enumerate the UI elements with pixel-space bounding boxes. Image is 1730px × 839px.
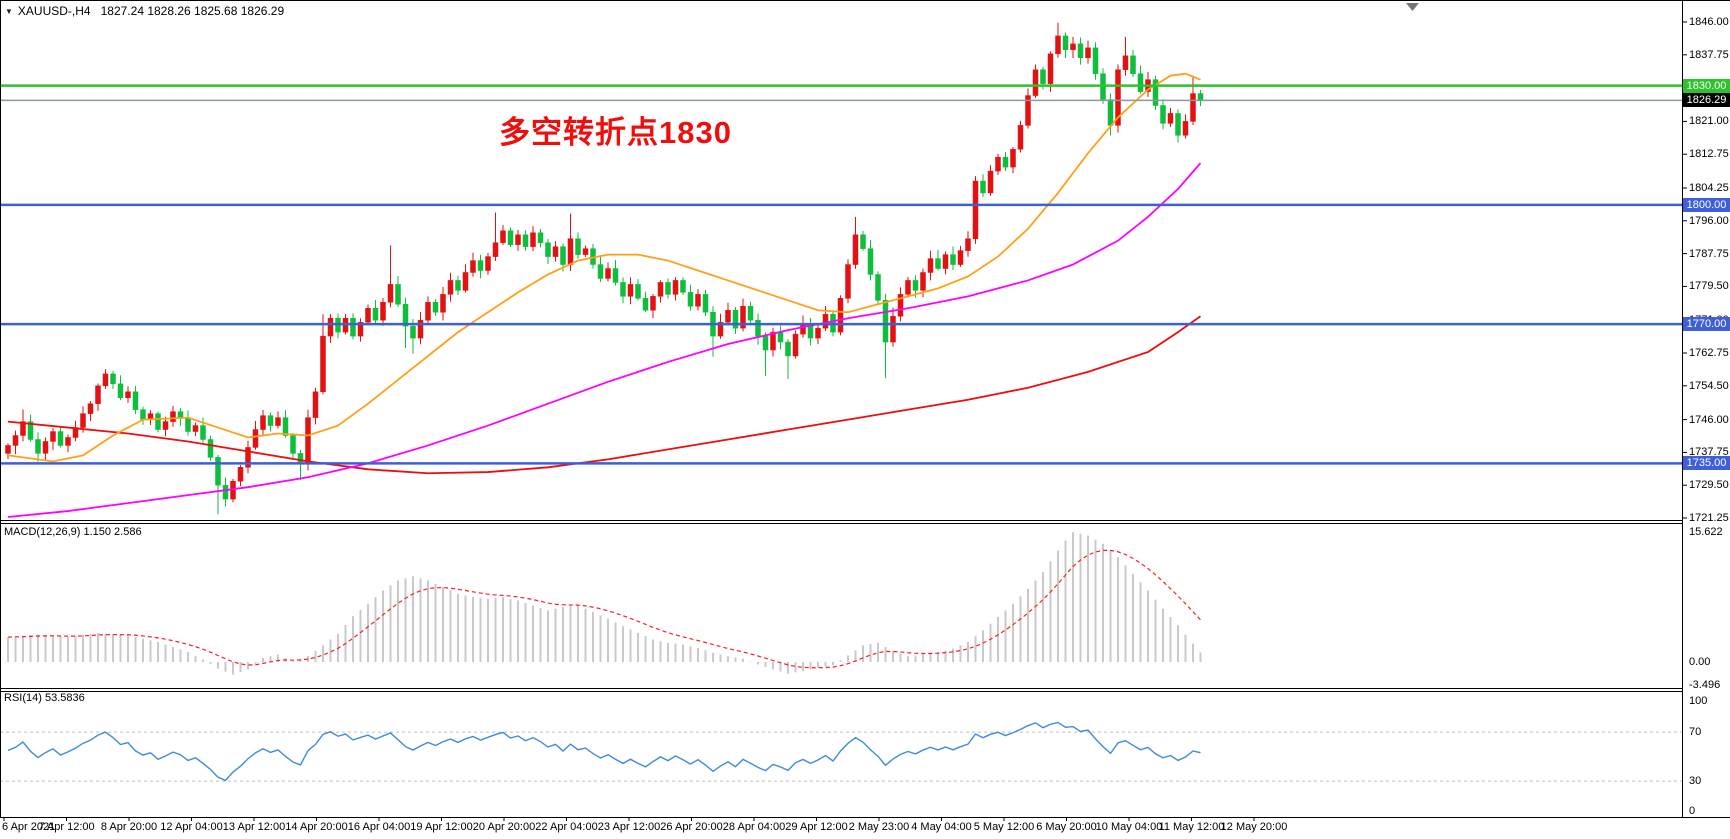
- price-axis-label: 1779.50: [1689, 280, 1729, 293]
- chart-shift-marker: [1406, 3, 1419, 11]
- price-line-badge: 1770.00: [1683, 317, 1730, 332]
- annotation-text: 多空转折点1830: [499, 115, 732, 150]
- price-axis-label: 1821.00: [1689, 115, 1729, 128]
- time-axis-label: 8 Apr 20:00: [100, 821, 158, 833]
- time-axis-label: 6 Apr 2021: [2, 821, 56, 833]
- price-axis-label: 1837.75: [1689, 48, 1729, 61]
- chart-title: ▼ XAUUSD-,H4 1827.24 1828.26 1825.68 1826.…: [5, 4, 284, 18]
- price-axis-label: 1729.50: [1689, 479, 1729, 492]
- price-line-badge: 1830.00: [1683, 78, 1730, 93]
- price-axis-label: 1721.25: [1689, 512, 1729, 524]
- symbol-dropdown-icon[interactable]: ▼: [5, 7, 13, 16]
- rsi-scale-label: 30: [1689, 775, 1702, 787]
- time-axis-label: 20 Apr 20:00: [472, 821, 536, 833]
- time-axis-label: 19 Apr 12:00: [410, 821, 473, 833]
- time-axis-label: 22 Apr 04:00: [535, 821, 598, 833]
- macd-indicator-label: MACD(12,26,9) 1.150 2.586: [4, 526, 142, 538]
- panel-borders: [0, 0, 1730, 818]
- price-axis-label: 1737.75: [1689, 446, 1729, 459]
- current-price-badge: 1826.29: [1683, 93, 1730, 108]
- price-axis-label: 1846.00: [1689, 16, 1729, 28]
- time-axis-label: 2 May 23:00: [848, 821, 910, 833]
- ma-slow-line: [7, 315, 1202, 475]
- price-axis-label: 1746.00: [1689, 413, 1729, 426]
- rsi-scale-label: 70: [1689, 726, 1702, 738]
- macd-scale-label: -3.496: [1689, 679, 1721, 691]
- price-axis-label: 1812.75: [1689, 148, 1729, 161]
- price-line-badge: 1735.00: [1683, 456, 1730, 471]
- time-axis-label: 23 Apr 12:00: [597, 821, 661, 833]
- candles[interactable]: [5, 22, 1204, 515]
- price-axis-label: 1804.25: [1689, 181, 1729, 194]
- time-axis-label: 12 Apr 04:00: [160, 821, 223, 833]
- time-axis-label: 11 May 12:00: [1158, 821, 1225, 833]
- time-axis-label: 29 Apr 12:00: [785, 821, 848, 833]
- time-axis-label: 6 May 20:00: [1036, 821, 1097, 833]
- macd-scale-label: 0.00: [1689, 656, 1711, 668]
- price-axis-label: 1754.50: [1689, 379, 1729, 392]
- macd-scale-label: 15.622: [1689, 526, 1723, 538]
- time-axis-label: 28 Apr 04:00: [722, 821, 786, 833]
- time-axis-label: 26 Apr 20:00: [660, 821, 723, 833]
- time-ticks: [3, 817, 1255, 821]
- support-resistance-lines: [0, 84, 1682, 465]
- time-axis-label: 5 May 12:00: [973, 821, 1035, 833]
- rsi-level-lines: [0, 731, 1682, 782]
- rsi-scale-label: 0: [1689, 805, 1696, 817]
- time-axis-label: 7 Apr 12:00: [38, 821, 95, 833]
- ma-fast-line: [7, 72, 1201, 463]
- symbol-timeframe: XAUUSD-,H4: [17, 4, 91, 18]
- time-axis-label: 12 May 20:00: [1220, 821, 1288, 833]
- time-axis-label: 4 May 04:00: [911, 821, 972, 833]
- time-axis-label: 16 Apr 04:00: [347, 821, 411, 833]
- ma-mid-line: [7, 162, 1202, 518]
- macd-signal-line: [7, 549, 1201, 669]
- time-axis-label: 10 May 04:00: [1095, 821, 1163, 833]
- time-axis-label: 13 Apr 12:00: [222, 821, 286, 833]
- rsi-scale-label: 100: [1689, 695, 1708, 707]
- price-axis-label: 1762.75: [1689, 347, 1729, 359]
- macd-histogram: [7, 532, 1202, 675]
- axis-ticks: [1682, 21, 1687, 519]
- price-axis-label: 1796.00: [1689, 214, 1729, 227]
- time-axis-label: 14 Apr 20:00: [285, 821, 348, 833]
- rsi-line: [7, 721, 1201, 782]
- rsi-indicator-label: RSI(14) 53.5836: [4, 692, 85, 704]
- ohlc-readout: 1827.24 1828.26 1825.68 1826.29: [100, 4, 285, 18]
- price-line-badge: 1800.00: [1683, 197, 1730, 212]
- price-axis-label: 1787.75: [1689, 247, 1729, 260]
